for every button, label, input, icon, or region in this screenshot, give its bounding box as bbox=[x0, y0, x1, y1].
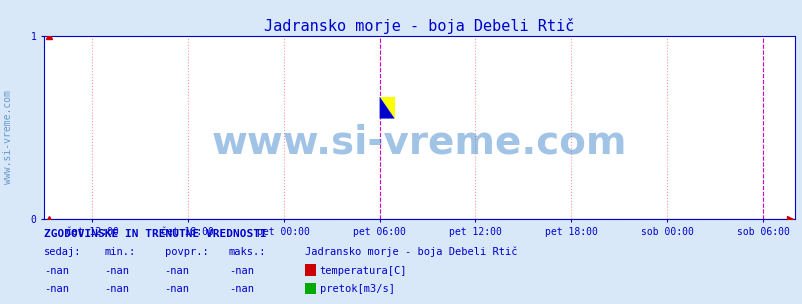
Text: Jadransko morje - boja Debeli Rtič: Jadransko morje - boja Debeli Rtič bbox=[305, 247, 517, 257]
Text: www.si-vreme.com: www.si-vreme.com bbox=[3, 90, 13, 184]
Text: -nan: -nan bbox=[164, 284, 189, 294]
Text: maks.:: maks.: bbox=[229, 247, 266, 257]
Polygon shape bbox=[379, 97, 394, 119]
Text: -nan: -nan bbox=[229, 266, 253, 276]
Text: -nan: -nan bbox=[104, 266, 129, 276]
Text: -nan: -nan bbox=[229, 284, 253, 294]
Text: -nan: -nan bbox=[44, 266, 69, 276]
Text: www.si-vreme.com: www.si-vreme.com bbox=[212, 123, 626, 161]
Text: sedaj:: sedaj: bbox=[44, 247, 82, 257]
Text: povpr.:: povpr.: bbox=[164, 247, 208, 257]
Text: -nan: -nan bbox=[104, 284, 129, 294]
Polygon shape bbox=[379, 97, 394, 119]
Text: ZGODOVINSKE IN TRENUTNE VREDNOSTI: ZGODOVINSKE IN TRENUTNE VREDNOSTI bbox=[44, 229, 266, 239]
Text: min.:: min.: bbox=[104, 247, 136, 257]
Text: -nan: -nan bbox=[164, 266, 189, 276]
Text: pretok[m3/s]: pretok[m3/s] bbox=[319, 284, 394, 294]
Text: temperatura[C]: temperatura[C] bbox=[319, 266, 407, 276]
Title: Jadransko morje - boja Debeli Rtič: Jadransko morje - boja Debeli Rtič bbox=[264, 18, 574, 34]
Text: -nan: -nan bbox=[44, 284, 69, 294]
